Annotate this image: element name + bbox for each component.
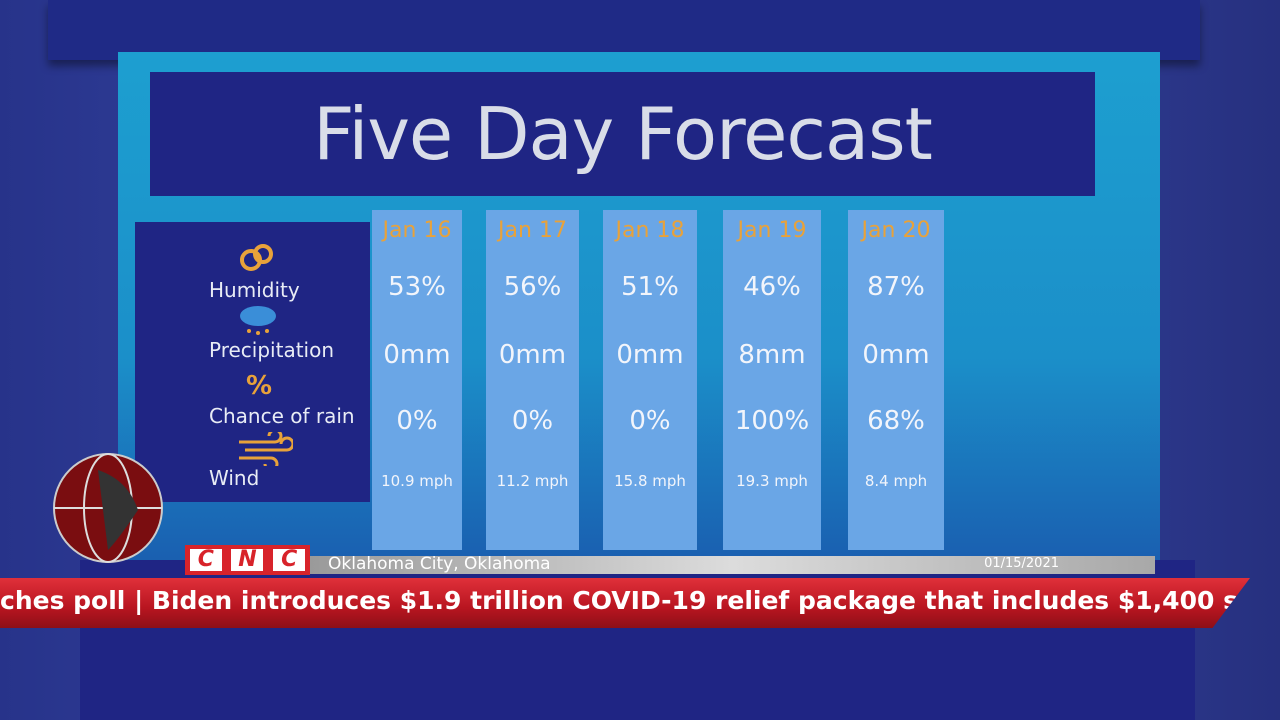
logo-letter: C [273,549,306,571]
day-column: Jan 20 87% 0mm 68% 8.4 mph [848,210,944,550]
day-value: 15.8 mph [614,472,686,490]
day-column: Jan 17 56% 0mm 0% 11.2 mph [486,210,579,550]
day-value: 46% [743,272,801,302]
day-date: Jan 18 [615,218,685,243]
humidity-icon [240,244,273,271]
row-label: Precipitation [209,338,335,362]
day-value: 56% [503,272,562,302]
day-value: 68% [867,406,925,436]
svg-text:%: % [246,372,272,400]
day-column: Jan 19 46% 8mm 100% 19.3 mph [723,210,821,550]
day-value: 0mm [498,340,567,370]
day-value: 0mm [616,340,684,370]
wind-icon [239,432,293,466]
title-box: Five Day Forecast [150,72,1095,196]
date: 01/15/2021 [984,556,1059,571]
day-column: Jan 16 53% 0mm 0% 10.9 mph [372,210,462,550]
title: Five Day Forecast [313,92,933,176]
logo-letter: C [189,549,222,571]
info-bar: Oklahoma City, Oklahoma 01/15/2021 [310,554,1155,574]
logo-letter: N [231,549,264,571]
ticker: ches poll | Biden introduces $1.9 trilli… [0,578,1250,628]
ticker-text: ches poll | Biden introduces $1.9 trilli… [0,586,1250,615]
day-value: 51% [621,272,679,302]
day-column: Jan 18 51% 0mm 0% 15.8 mph [603,210,697,550]
row-label: Humidity [209,278,300,302]
day-value: 0% [629,406,671,436]
day-value: 19.3 mph [736,472,808,490]
day-value: 100% [734,406,810,436]
day-date: Jan 17 [498,218,567,243]
chance-icon: % [246,372,272,400]
day-date: Jan 19 [737,218,807,243]
day-date: Jan 16 [382,218,452,243]
day-value: 87% [867,272,925,302]
day-value: 8.4 mph [864,472,928,490]
row-label: Chance of rain [209,404,355,428]
day-value: 10.9 mph [381,472,453,490]
day-value: 11.2 mph [496,472,569,490]
day-date: Jan 20 [861,218,931,243]
day-value: 0mm [383,340,451,370]
day-value: 8mm [738,340,806,370]
day-value: 0mm [862,340,930,370]
day-value: 0% [511,406,554,436]
precipitation-icon [240,306,276,335]
row-label: Wind [209,466,260,490]
day-value: 0% [396,406,438,436]
location: Oklahoma City, Oklahoma [328,554,551,574]
globe [53,453,163,563]
row-labels: % Humidity Precipitation Chance of rain Win… [135,222,370,502]
top-bar [48,0,1200,60]
day-value: 53% [388,272,446,302]
